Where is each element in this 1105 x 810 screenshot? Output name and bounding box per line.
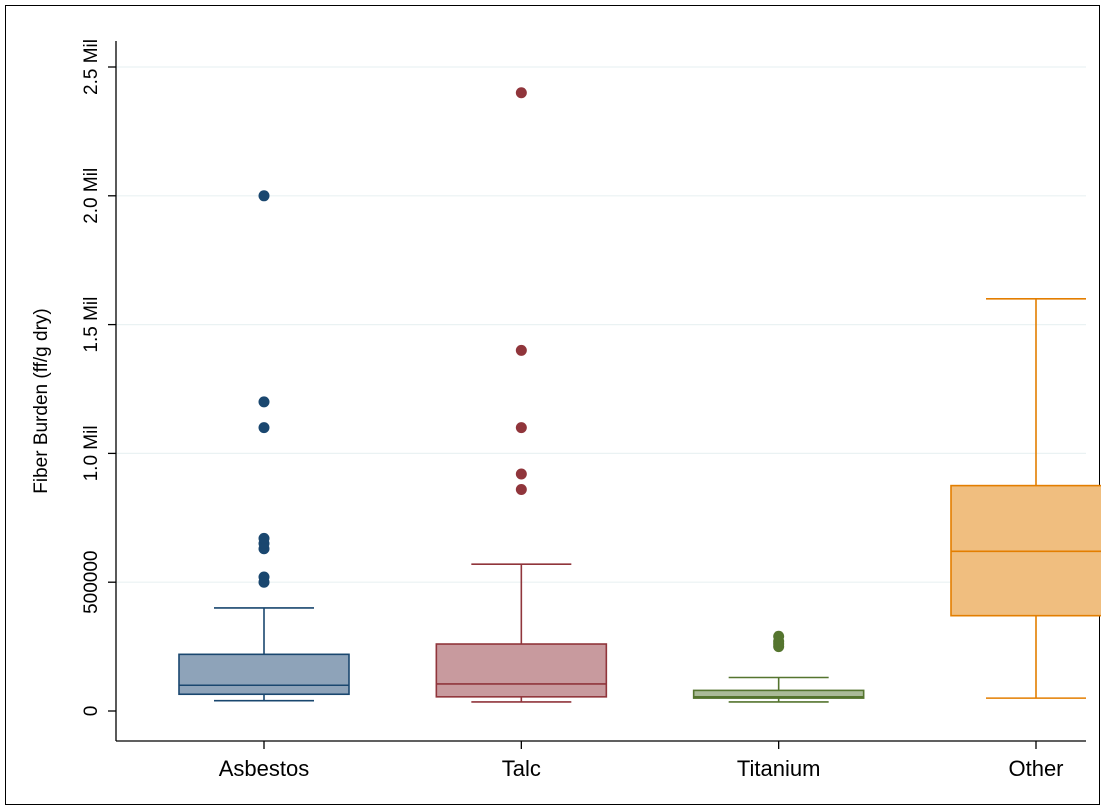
gridlines <box>116 66 1086 583</box>
box-talc <box>435 87 608 703</box>
box-other <box>950 298 1101 699</box>
x-tick-label: Other <box>1008 756 1063 781</box>
iqr-box <box>178 653 350 696</box>
outlier-point <box>258 396 270 408</box>
outlier-point <box>515 422 527 434</box>
outlier-point <box>515 483 527 495</box>
iqr-box <box>435 643 608 698</box>
outlier-point <box>515 468 527 480</box>
y-axis-title: Fiber Burden (ff/g dry) <box>31 308 52 494</box>
boxes <box>178 87 1101 703</box>
box-plot: Fiber Burden (ff/g dry) 0 500000 1.0 Mil 1.… <box>31 39 1101 781</box>
outlier-point <box>258 422 270 434</box>
box-titanium <box>692 630 865 703</box>
y-tick-label: 2.5 Mil <box>81 39 102 95</box>
x-tick-label: Asbestos <box>219 756 310 781</box>
x-tick-label: Talc <box>502 756 541 781</box>
y-tick-label: 1.0 Mil <box>81 425 102 481</box>
y-tick-label: 2.0 Mil <box>81 168 102 224</box>
chart-frame: Fiber Burden (ff/g dry) 0 500000 1.0 Mil 1.… <box>5 5 1101 805</box>
outlier-point <box>258 571 270 583</box>
box-asbestos <box>178 190 350 702</box>
axes <box>108 41 1086 749</box>
outlier-point <box>258 190 270 202</box>
x-tick-label: Titanium <box>737 756 821 781</box>
outlier-point <box>773 630 785 642</box>
outlier-point <box>515 344 527 356</box>
axis-labels: Fiber Burden (ff/g dry) 0 500000 1.0 Mil 1.… <box>31 39 1064 781</box>
outlier-point <box>515 87 527 99</box>
y-tick-label: 1.5 Mil <box>81 297 102 353</box>
y-tick-label: 500000 <box>81 550 102 613</box>
iqr-box <box>692 689 865 699</box>
y-tick-label: 0 <box>81 706 102 717</box>
outlier-point <box>258 532 270 544</box>
